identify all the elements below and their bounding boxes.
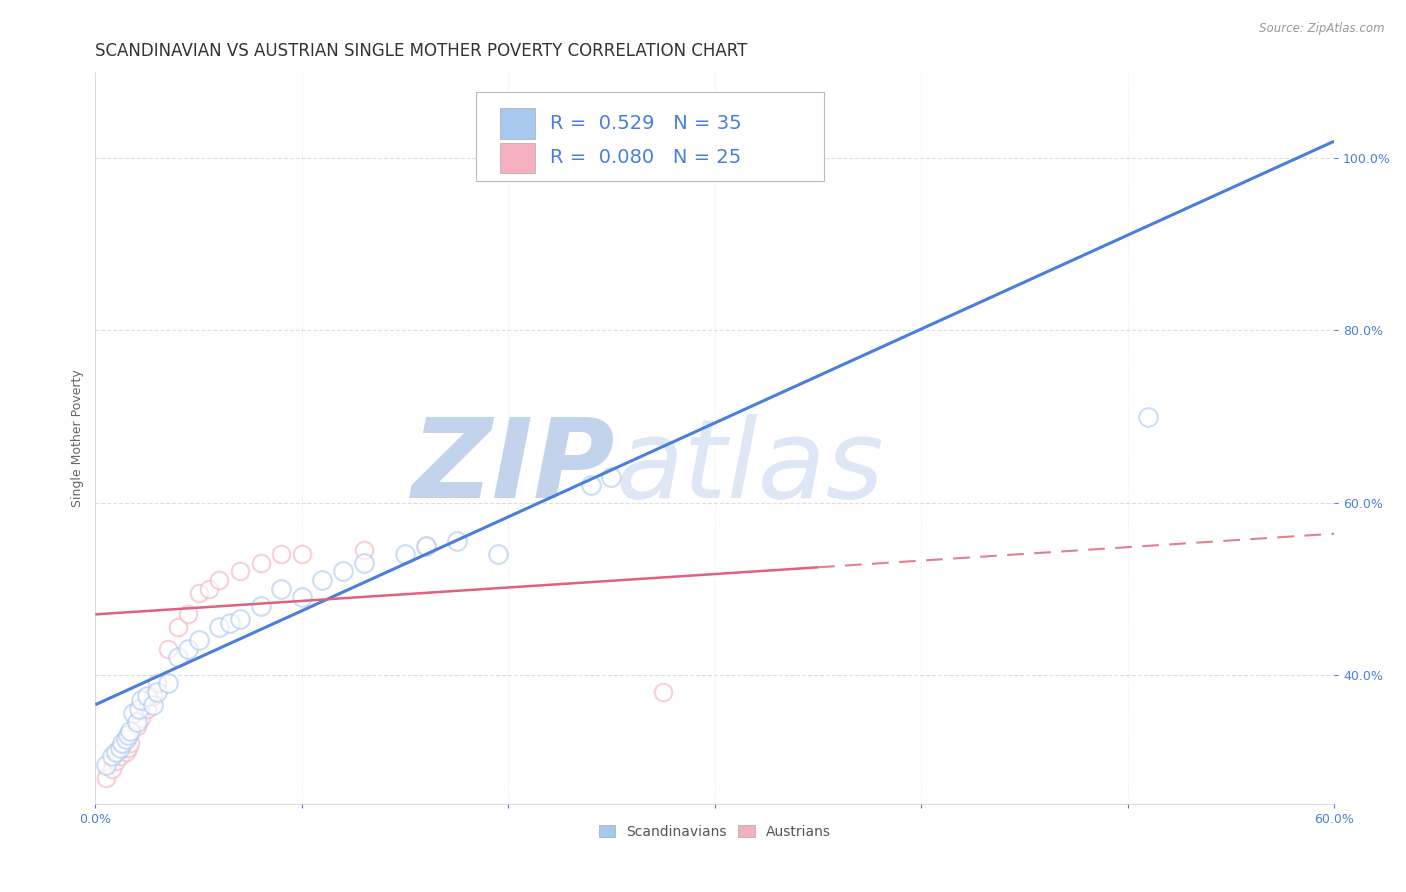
Point: [142, 689, 165, 703]
Point: [108, 749, 131, 764]
Point: [208, 573, 231, 587]
Point: [229, 612, 252, 626]
Y-axis label: Single Mother Poverty: Single Mother Poverty: [72, 369, 84, 507]
Point: [101, 749, 124, 764]
Point: [117, 728, 139, 742]
Bar: [501, 108, 536, 139]
Bar: [501, 143, 536, 173]
Point: [156, 676, 179, 690]
Point: [125, 714, 148, 729]
Point: [115, 732, 138, 747]
Text: ZIP: ZIP: [412, 414, 616, 521]
Point: [1137, 409, 1160, 424]
Point: [332, 565, 354, 579]
Point: [270, 547, 292, 561]
Point: [311, 573, 333, 587]
Point: [249, 556, 271, 570]
Point: [446, 534, 468, 549]
Point: [108, 740, 131, 755]
Point: [117, 740, 139, 755]
Point: [146, 676, 169, 690]
Point: [136, 689, 159, 703]
Point: [115, 745, 138, 759]
Point: [187, 633, 209, 648]
Point: [129, 693, 152, 707]
Text: R =  0.529   N = 35: R = 0.529 N = 35: [550, 114, 741, 133]
Point: [218, 615, 240, 630]
Point: [394, 547, 416, 561]
Point: [579, 478, 602, 492]
Point: [415, 539, 437, 553]
Point: [111, 736, 134, 750]
Point: [146, 685, 169, 699]
Point: [353, 542, 375, 557]
Point: [105, 745, 128, 759]
Point: [187, 586, 209, 600]
Text: atlas: atlas: [616, 414, 884, 521]
Point: [177, 641, 200, 656]
Point: [270, 582, 292, 596]
Point: [600, 469, 623, 483]
Point: [291, 590, 314, 604]
Point: [291, 547, 314, 561]
Text: SCANDINAVIAN VS AUSTRIAN SINGLE MOTHER POVERTY CORRELATION CHART: SCANDINAVIAN VS AUSTRIAN SINGLE MOTHER P…: [96, 42, 748, 60]
Point: [198, 582, 221, 596]
Text: Source: ZipAtlas.com: Source: ZipAtlas.com: [1260, 22, 1385, 36]
Point: [105, 754, 128, 768]
Point: [94, 758, 117, 772]
Point: [120, 723, 142, 738]
Point: [101, 762, 124, 776]
Point: [249, 599, 271, 613]
Point: [129, 710, 152, 724]
Point: [208, 620, 231, 634]
Point: [156, 641, 179, 656]
Text: R =  0.080   N = 25: R = 0.080 N = 25: [550, 148, 741, 168]
FancyBboxPatch shape: [475, 92, 824, 181]
Point: [167, 620, 190, 634]
Point: [229, 565, 252, 579]
Point: [415, 539, 437, 553]
Point: [142, 698, 165, 712]
Point: [353, 556, 375, 570]
Point: [128, 702, 150, 716]
Point: [136, 702, 159, 716]
Point: [652, 685, 675, 699]
Point: [125, 719, 148, 733]
Point: [121, 706, 143, 721]
Point: [120, 736, 142, 750]
Point: [486, 547, 509, 561]
Point: [167, 650, 190, 665]
Point: [94, 771, 117, 785]
Point: [177, 607, 200, 622]
Legend: Scandinavians, Austrians: Scandinavians, Austrians: [593, 819, 837, 844]
